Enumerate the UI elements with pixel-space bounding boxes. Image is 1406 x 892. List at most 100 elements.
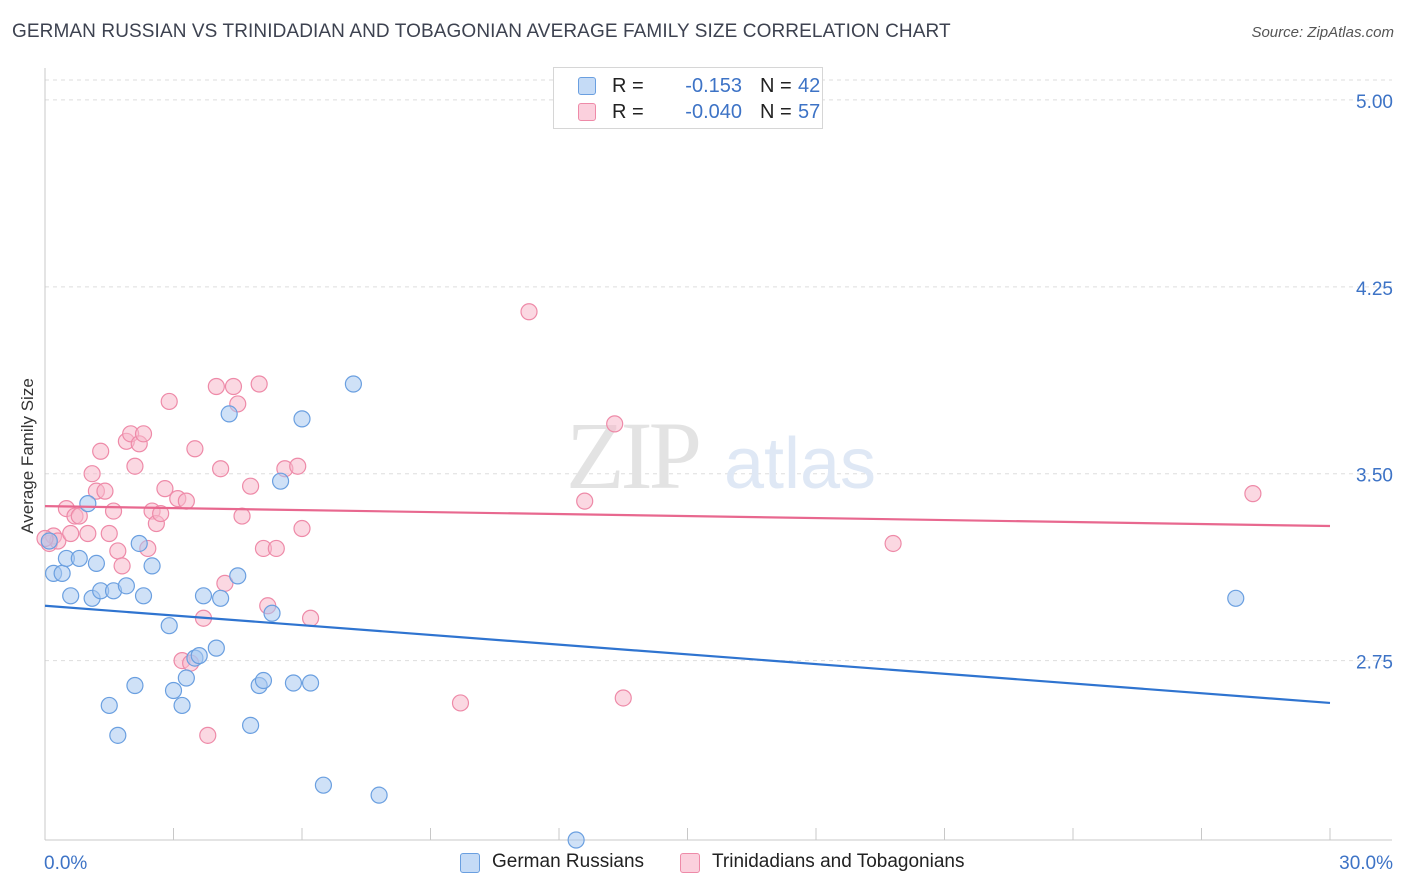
pink-point xyxy=(207,377,225,396)
stats-legend: R = -0.153 N = 42 R = -0.040 N = 57 xyxy=(553,67,823,129)
pink-trend-line xyxy=(44,504,1331,528)
y-tick-label: 2.75 xyxy=(1356,653,1393,674)
blue-point xyxy=(1227,589,1245,607)
blue-point xyxy=(212,589,230,607)
trend-lines xyxy=(44,504,1331,705)
pink-point xyxy=(62,524,80,543)
blue-trend-line xyxy=(44,604,1331,705)
blue-point xyxy=(344,375,362,393)
pink-point xyxy=(233,507,251,525)
pink-point xyxy=(199,726,217,744)
legend-swatch-pink xyxy=(680,853,700,873)
legend-n-label: N = xyxy=(760,101,792,123)
blue-point xyxy=(242,716,260,734)
blue-point xyxy=(271,472,290,490)
pink-point xyxy=(177,492,195,510)
chart-title: GERMAN RUSSIAN VS TRINIDADIAN AND TOBAGO… xyxy=(12,21,951,42)
blue-point xyxy=(126,676,144,695)
pink-point xyxy=(289,457,307,475)
pink-point xyxy=(100,524,118,543)
x-tick-label: 0.0% xyxy=(44,853,87,874)
pink-point xyxy=(92,442,110,460)
blue-point xyxy=(194,587,213,605)
pink-point xyxy=(301,609,320,627)
blue-point xyxy=(70,549,88,568)
blue-point xyxy=(53,564,71,582)
pink-point xyxy=(520,303,538,321)
blue-point xyxy=(62,587,80,605)
legend-r-value: -0.040 xyxy=(685,101,742,123)
pink-point xyxy=(134,425,153,443)
blue-point xyxy=(79,495,97,513)
x-tick-label: 30.0% xyxy=(1339,853,1393,874)
legend-r-label: R = xyxy=(612,75,644,97)
legend-n-value: 57 xyxy=(798,101,821,123)
legend-n-label: N = xyxy=(760,75,792,97)
legend-swatch-pink xyxy=(578,103,596,121)
pink-point xyxy=(113,557,131,575)
watermark-zip: ZIP xyxy=(566,402,699,509)
legend-n-value: 42 xyxy=(798,75,821,97)
legend-r-label: R = xyxy=(612,101,644,123)
pink-point xyxy=(884,534,902,553)
blue-point xyxy=(293,410,311,428)
blue-point xyxy=(134,587,153,605)
source-label: Source: ZipAtlas.com xyxy=(1251,24,1394,41)
pink-point xyxy=(79,524,97,543)
pink-point xyxy=(160,392,178,411)
blue-point xyxy=(301,674,320,692)
blue-point xyxy=(130,534,148,553)
pink-point xyxy=(224,377,243,396)
pink-point xyxy=(152,504,170,523)
legend-label: Trinidadians and Tobagonians xyxy=(712,851,965,872)
blue-point xyxy=(254,671,273,690)
blue-point xyxy=(284,674,303,692)
blue-point xyxy=(100,696,118,715)
pink-point xyxy=(606,415,624,433)
pink-point xyxy=(267,539,285,558)
blue-point xyxy=(87,554,106,573)
legend-swatch-blue xyxy=(460,853,480,873)
pink-point xyxy=(156,480,174,498)
pink-point xyxy=(109,542,127,560)
y-tick-label: 4.25 xyxy=(1356,279,1393,300)
blue-point xyxy=(143,557,161,575)
pink-point xyxy=(614,689,632,707)
blue-point xyxy=(190,647,208,665)
blue-point xyxy=(567,831,585,849)
pink-point xyxy=(250,375,268,393)
pink-point xyxy=(576,492,594,510)
y-tick-label: 3.50 xyxy=(1356,466,1393,487)
pink-point xyxy=(70,507,88,525)
pink-point xyxy=(242,477,260,495)
pink-point xyxy=(126,457,144,475)
blue-point xyxy=(207,639,225,657)
data-points xyxy=(36,303,1262,849)
blue-point xyxy=(160,617,178,635)
blue-point xyxy=(263,604,281,622)
y-tick-label: 5.00 xyxy=(1356,92,1393,113)
pink-point xyxy=(96,482,114,500)
pink-point xyxy=(104,502,123,520)
blue-point xyxy=(173,696,191,715)
grid-lines xyxy=(45,79,1392,662)
blue-point xyxy=(370,786,388,804)
pink-point xyxy=(212,460,230,478)
pink-point xyxy=(83,465,101,483)
axes xyxy=(44,68,1392,841)
blue-point xyxy=(177,669,195,687)
blue-point xyxy=(117,577,135,595)
legend-label: German Russians xyxy=(492,851,645,872)
pink-point xyxy=(451,694,470,712)
pink-point xyxy=(186,440,204,458)
blue-point xyxy=(314,776,333,794)
watermark: ZIP atlas xyxy=(566,402,876,509)
pink-point xyxy=(1244,485,1262,503)
blue-point xyxy=(164,681,183,700)
blue-point xyxy=(109,726,127,744)
blue-point xyxy=(229,567,247,585)
legend-r-value: -0.153 xyxy=(685,75,742,97)
legend-swatch-blue xyxy=(578,77,596,95)
pink-point xyxy=(293,519,311,538)
